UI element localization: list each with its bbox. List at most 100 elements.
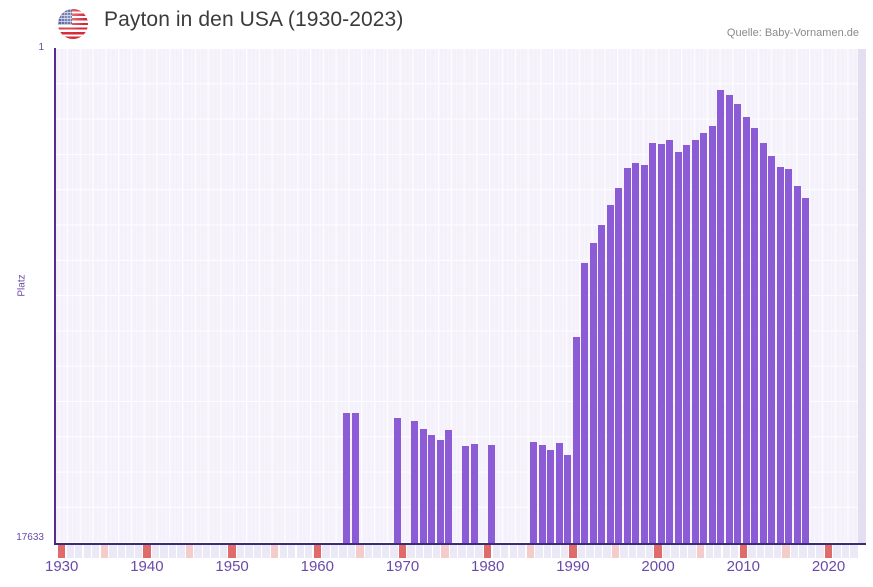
x-tick-marker bbox=[594, 545, 603, 558]
x-tick-marker bbox=[185, 545, 194, 558]
x-tick-marker bbox=[151, 545, 160, 558]
bar bbox=[573, 337, 581, 543]
bar bbox=[717, 90, 725, 543]
x-tick-marker bbox=[356, 545, 364, 558]
bar bbox=[641, 165, 649, 543]
bar bbox=[649, 143, 657, 543]
bar bbox=[581, 263, 589, 543]
x-tick-marker bbox=[441, 545, 449, 558]
x-tick-marker bbox=[824, 545, 833, 558]
bar bbox=[411, 421, 419, 543]
x-tick-marker bbox=[586, 545, 594, 558]
bar bbox=[675, 152, 683, 543]
x-tick-marker bbox=[475, 545, 483, 558]
bar bbox=[734, 104, 742, 543]
x-axis-tick-label: 2000 bbox=[641, 558, 675, 575]
x-tick-marker bbox=[296, 545, 304, 558]
x-tick-marker bbox=[92, 545, 100, 558]
x-tick-marker bbox=[177, 545, 185, 558]
x-tick-marker bbox=[330, 545, 339, 558]
x-axis-tick-label: 1990 bbox=[556, 558, 590, 575]
x-tick-marker bbox=[100, 545, 108, 558]
x-tick-marker bbox=[288, 545, 296, 558]
x-tick-marker bbox=[322, 545, 330, 558]
x-tick-marker bbox=[731, 545, 739, 558]
bar bbox=[462, 446, 470, 543]
x-tick-marker bbox=[535, 545, 543, 558]
x-tick-marker bbox=[415, 545, 424, 558]
y-axis-title: Platz bbox=[16, 274, 28, 297]
us-flag-icon bbox=[58, 9, 88, 39]
x-tick-marker bbox=[466, 545, 475, 558]
bar bbox=[794, 186, 802, 543]
x-tick-marker bbox=[739, 545, 747, 558]
bar bbox=[624, 168, 632, 543]
bar bbox=[488, 445, 496, 543]
x-tick-marker bbox=[518, 545, 526, 558]
x-tick-marker bbox=[160, 545, 168, 558]
bar bbox=[471, 444, 479, 543]
bar bbox=[692, 140, 700, 543]
x-tick-marker bbox=[560, 545, 569, 558]
x-tick-marker bbox=[714, 545, 722, 558]
x-axis-tick-label: 1930 bbox=[45, 558, 79, 575]
x-tick-marker bbox=[168, 545, 177, 558]
bar bbox=[615, 188, 623, 543]
bar bbox=[760, 143, 768, 543]
bar bbox=[777, 167, 785, 543]
x-tick-marker bbox=[807, 545, 816, 558]
bar bbox=[658, 144, 666, 543]
x-tick-marker bbox=[722, 545, 730, 558]
bar bbox=[420, 429, 428, 543]
x-axis-tick-label: 1980 bbox=[471, 558, 505, 575]
x-tick-marker bbox=[339, 545, 347, 558]
x-tick-marker bbox=[390, 545, 398, 558]
x-axis-tick-label: 2020 bbox=[811, 558, 846, 575]
x-tick-marker bbox=[501, 545, 509, 558]
x-tick-marker bbox=[790, 545, 799, 558]
x-tick-marker bbox=[398, 545, 407, 558]
x-tick-marker bbox=[109, 545, 117, 558]
x-tick-marker bbox=[236, 545, 245, 558]
source-attribution: Quelle: Baby-Vornamen.de bbox=[726, 27, 859, 39]
x-axis-labels: 1930 1940 1950 1960 1970 1980 1990 2000 2010 2020 bbox=[0, 558, 873, 584]
x-tick-marker bbox=[816, 545, 824, 558]
x-tick-marker bbox=[773, 545, 782, 558]
x-tick-marker bbox=[253, 545, 262, 558]
x-tick-marker bbox=[645, 545, 654, 558]
x-tick-marker bbox=[484, 545, 492, 558]
x-tick-marker bbox=[833, 545, 841, 558]
y-axis-line bbox=[54, 48, 56, 544]
x-tick-marker bbox=[526, 545, 534, 558]
bar bbox=[598, 225, 606, 543]
bar bbox=[632, 163, 640, 543]
x-tick-marker bbox=[569, 545, 577, 558]
x-axis-line bbox=[54, 543, 866, 545]
x-tick-marker bbox=[492, 545, 500, 558]
x-axis-tick-label: 1960 bbox=[300, 558, 334, 575]
x-tick-marker bbox=[662, 545, 671, 558]
bar-series bbox=[55, 49, 866, 543]
bar bbox=[709, 126, 717, 543]
x-tick-marker bbox=[449, 545, 458, 558]
x-axis-tick-label: 1970 bbox=[385, 558, 420, 575]
x-tick-marker bbox=[262, 545, 270, 558]
plot-area bbox=[55, 49, 866, 543]
bar bbox=[700, 133, 708, 543]
bar bbox=[666, 140, 674, 543]
bar bbox=[564, 455, 572, 543]
bar bbox=[343, 413, 351, 543]
bar bbox=[530, 442, 538, 543]
x-tick-marker bbox=[305, 545, 313, 558]
x-tick-marker bbox=[194, 545, 202, 558]
x-tick-marker bbox=[799, 545, 807, 558]
bar bbox=[743, 117, 751, 543]
x-axis-tick-markers bbox=[55, 545, 866, 558]
x-tick-marker bbox=[279, 545, 287, 558]
x-tick-marker bbox=[458, 545, 466, 558]
x-tick-marker bbox=[364, 545, 373, 558]
x-tick-marker bbox=[611, 545, 620, 558]
x-tick-marker bbox=[424, 545, 432, 558]
x-tick-marker bbox=[679, 545, 688, 558]
x-tick-marker bbox=[552, 545, 560, 558]
